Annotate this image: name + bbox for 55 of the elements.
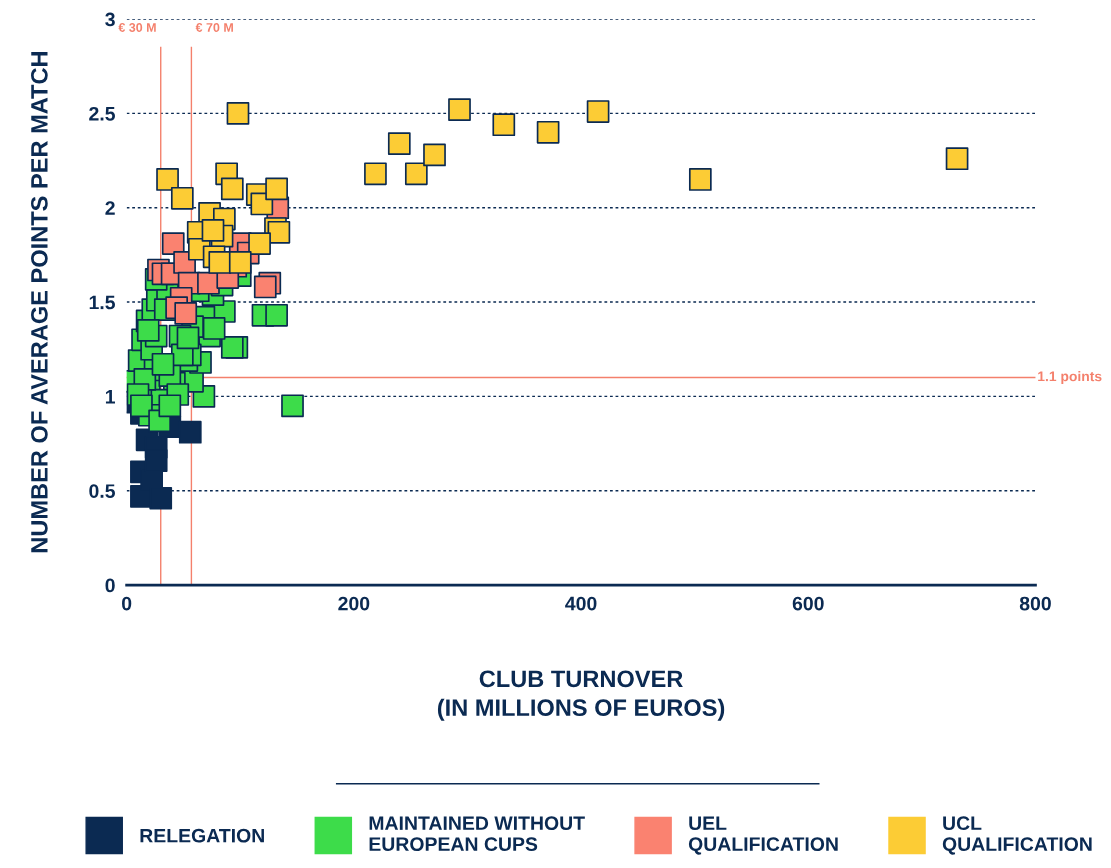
point	[136, 318, 160, 342]
y-tick-label: 1.5	[89, 295, 115, 310]
point	[149, 486, 173, 510]
point	[208, 251, 232, 274]
point	[161, 232, 185, 255]
point	[144, 449, 168, 472]
point	[253, 275, 277, 299]
point	[201, 219, 225, 242]
y-axis-title: NUMBER OF AVERAGE POINTS PER MATCH	[31, 52, 48, 553]
point	[228, 251, 252, 274]
point	[492, 113, 516, 137]
point	[404, 162, 428, 186]
ref-line-label: € 70 M	[195, 23, 233, 32]
point	[220, 335, 244, 359]
point	[178, 420, 202, 444]
x-tick-label: 800	[1019, 596, 1051, 611]
x-tick-label: 400	[565, 596, 597, 611]
ref-line-label: 1.1 points	[1038, 371, 1102, 384]
point	[688, 168, 712, 191]
point	[448, 98, 471, 122]
x-tick-label: 600	[792, 596, 824, 611]
x-axis-title: CLUB TURNOVER (IN MILLIONS OF EUROS)	[437, 670, 725, 721]
legend-label: UCL QUALIFICATION	[942, 816, 1092, 855]
point	[423, 143, 446, 167]
point	[945, 147, 969, 171]
point	[536, 120, 560, 144]
point	[158, 394, 182, 418]
y-tick-label: 0.5	[89, 484, 115, 498]
point	[220, 177, 244, 201]
y-tick-label: 0	[105, 578, 115, 593]
point	[265, 303, 288, 327]
point	[387, 132, 411, 155]
point	[281, 394, 304, 418]
y-tick-label: 2	[105, 201, 115, 215]
legend-label: UEL QUALIFICATION	[688, 816, 838, 855]
legend-label: MAINTAINED WITHOUT EUROPEAN CUPS	[369, 816, 585, 851]
point	[151, 352, 175, 376]
point	[174, 302, 198, 325]
point	[176, 326, 200, 350]
x-tick-label: 200	[338, 596, 370, 611]
point	[202, 317, 226, 340]
point	[364, 162, 387, 186]
x-tick-label: 0	[122, 596, 132, 611]
y-tick-label: 2.5	[89, 106, 115, 121]
point	[226, 102, 250, 125]
point	[248, 232, 271, 255]
point	[265, 177, 288, 201]
point	[586, 100, 610, 123]
point	[156, 168, 179, 191]
point	[170, 186, 194, 210]
legend-label: RELEGATION	[140, 828, 264, 843]
y-tick-label: 3	[105, 12, 115, 27]
y-tick-label: 1	[105, 390, 115, 404]
point	[130, 394, 153, 418]
ref-line-label: € 30 M	[118, 23, 156, 32]
